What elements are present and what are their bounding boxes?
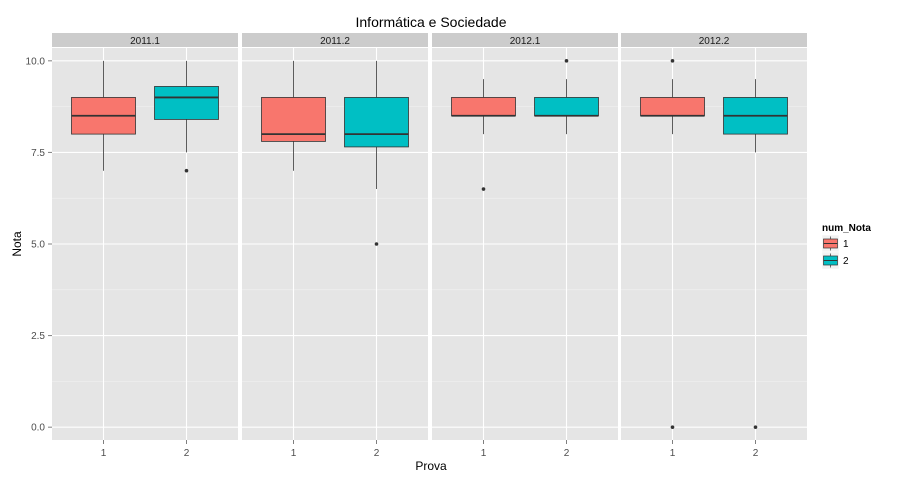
x-tick-label: 1 (101, 448, 107, 459)
legend: num_Nota 1 2 (821, 223, 871, 270)
facet-strip (242, 33, 428, 47)
y-axis: 0.0 2.5 5.0 7.5 10.0 (26, 56, 52, 434)
y-tick-label: 2.5 (31, 331, 45, 342)
outlier-point (753, 425, 758, 429)
x-tick-label: 1 (481, 448, 487, 459)
outlier-point (184, 168, 189, 173)
facet-panels: 2011.1 1 2 2011.2 1 2 2012.1 1 2 2012.2 1 2 (52, 33, 807, 459)
facet-strip-label: 2012.1 (510, 36, 541, 47)
boxplot-2 (534, 59, 599, 135)
legend-entry: 2 (821, 251, 849, 270)
legend-label: 2 (843, 256, 849, 267)
y-axis-label: Nota (10, 231, 24, 257)
boxplot-1 (71, 60, 136, 171)
x-tick-label: 1 (291, 448, 297, 459)
box (451, 97, 516, 117)
chart-title: Informática e Sociedade (356, 14, 507, 30)
y-tick-label: 0.0 (31, 423, 45, 434)
boxplot-2 (723, 79, 788, 429)
x-tick-label: 2 (564, 448, 570, 459)
legend-entry: 1 (821, 234, 849, 253)
boxplot-1 (451, 79, 516, 191)
facet-strip-label: 2011.2 (320, 36, 350, 47)
x-tick-label: 1 (670, 448, 676, 459)
facet-strip (432, 33, 618, 47)
outlier-point (670, 59, 675, 63)
legend-title: num_Nota (822, 223, 871, 234)
y-tick-label: 10.0 (26, 56, 46, 67)
outlier-point (481, 187, 486, 191)
outlier-point (374, 242, 379, 246)
box (640, 97, 705, 117)
x-tick-label: 2 (374, 448, 380, 459)
x-tick-label: 2 (753, 448, 759, 459)
boxplot-2 (344, 60, 409, 246)
box (154, 86, 219, 120)
y-tick-label: 7.5 (31, 148, 45, 159)
outlier-point (670, 425, 675, 429)
x-tick-label: 2 (184, 448, 190, 459)
box (344, 97, 409, 148)
facet-strip-label: 2011.1 (130, 36, 160, 47)
legend-label: 1 (843, 239, 849, 250)
facet-strip (621, 33, 807, 47)
facet-panel: 2012.1 1 2 (432, 33, 618, 459)
outlier-point (564, 59, 569, 63)
facet-panel: 2012.2 1 2 (621, 33, 807, 459)
facet-strip-label: 2012.2 (699, 36, 730, 47)
facet-panel: 2011.1 1 2 (52, 33, 238, 459)
facet-panel: 2011.2 1 2 (242, 33, 428, 459)
box (534, 97, 599, 117)
boxplot-1 (261, 60, 326, 171)
x-axis-label: Prova (415, 459, 447, 473)
facet-strip (52, 33, 238, 47)
boxplot-1 (640, 59, 705, 429)
y-tick-label: 5.0 (31, 240, 45, 251)
boxplot-2 (154, 60, 219, 173)
